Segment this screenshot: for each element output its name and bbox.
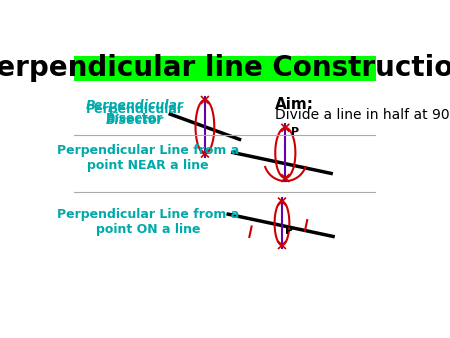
Text: Perpendicular
Bisector: Perpendicular Bisector <box>86 99 184 127</box>
Text: P: P <box>285 226 293 236</box>
FancyBboxPatch shape <box>74 56 376 81</box>
Text: Perpendicular Line from a
point ON a line: Perpendicular Line from a point ON a lin… <box>57 208 239 236</box>
Text: Perpendicular: Perpendicular <box>86 103 184 116</box>
Text: Aim:: Aim: <box>275 97 314 112</box>
Text: Bisector: Bisector <box>106 112 163 125</box>
Text: Perpendicular line Construction: Perpendicular line Construction <box>0 54 450 82</box>
Text: Perpendicular Line from a
point NEAR a line: Perpendicular Line from a point NEAR a l… <box>57 144 239 172</box>
Text: P: P <box>291 127 299 137</box>
Text: Divide a line in half at 90º: Divide a line in half at 90º <box>275 108 450 122</box>
